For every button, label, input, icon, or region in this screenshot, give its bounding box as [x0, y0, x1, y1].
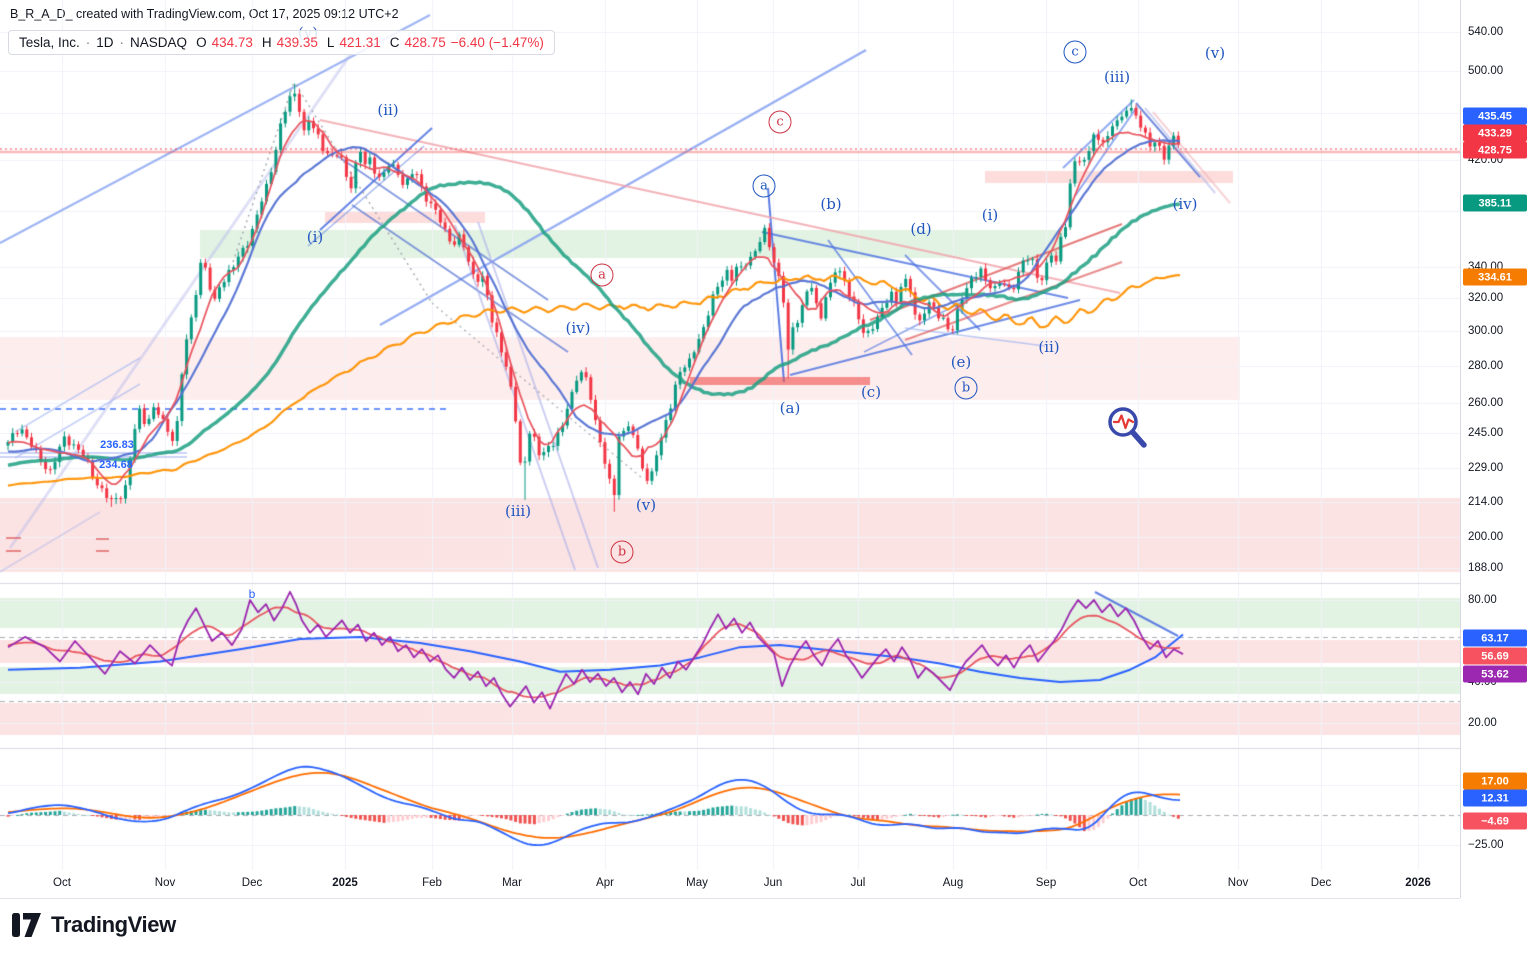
price-axis-tick: 188.00: [1468, 562, 1504, 574]
main-chart-canvas[interactable]: [0, 0, 1460, 870]
price-axis-tick: 214.00: [1468, 496, 1504, 509]
price-tag: 433.29: [1463, 124, 1527, 142]
close-prefix: C: [389, 35, 400, 50]
time-axis-label-dec: Dec: [241, 877, 263, 889]
tradingview-wordmark: TradingView: [51, 912, 176, 937]
time-axis-label-oct: Oct: [1129, 877, 1147, 889]
wave-label-ii[interactable]: (ii): [377, 101, 399, 119]
price-axis[interactable]: 540.00 500.00 420.00 340.00 320.00 300.00 280.…: [1460, 0, 1532, 898]
wave-label-e[interactable]: (e): [950, 353, 972, 371]
time-axis-label-jul: Jul: [850, 877, 866, 889]
time-axis-label-2025: 2025: [332, 877, 358, 889]
close-value: 428.75: [404, 35, 446, 50]
time-axis-label-2026: 2026: [1405, 877, 1431, 889]
legend-separator: ·: [119, 35, 125, 50]
magnifier-chart-icon[interactable]: [1100, 402, 1152, 454]
wave-label-c[interactable]: c: [1063, 40, 1087, 64]
time-axis-label-may: May: [686, 877, 708, 889]
price-axis-tick: 200.00: [1468, 530, 1504, 543]
legend-separator: ·: [85, 35, 91, 50]
price-axis-tick: 500.00: [1468, 65, 1504, 78]
price-tag: 63.17: [1463, 629, 1527, 647]
wave-label-i[interactable]: (i): [306, 228, 324, 246]
wave-label-iv[interactable]: (iv): [565, 319, 591, 337]
price-tag: 17.00: [1463, 772, 1527, 790]
price-axis-tick: 540.00: [1468, 26, 1504, 38]
exchange-label: NASDAQ: [130, 35, 188, 50]
time-axis-label-nov: Nov: [154, 877, 176, 889]
time-axis-label-jun: Jun: [763, 877, 783, 889]
low-value: 421.31: [339, 35, 381, 50]
wave-label-b[interactable]: b: [954, 376, 978, 400]
price-axis-tick: 260.00: [1468, 397, 1504, 410]
change-value: −6.40 (−1.47%): [450, 35, 544, 50]
price-axis-tick: 320.00: [1468, 291, 1504, 304]
time-axis-label-aug: Aug: [942, 877, 964, 889]
tradingview-logo-icon: [12, 913, 41, 937]
low-prefix: L: [326, 35, 335, 50]
time-axis-label-oct: Oct: [53, 877, 71, 889]
open-value: 434.73: [211, 35, 253, 50]
time-axis-label-feb: Feb: [422, 877, 442, 889]
price-tag: 53.62: [1463, 665, 1527, 683]
wave-label-v[interactable]: (v): [1204, 44, 1226, 62]
time-axis[interactable]: Oct Nov Dec 2025 Feb Mar Apr May Jun Jul Aug Sep Oct…: [0, 870, 1460, 899]
open-prefix: O: [196, 35, 207, 50]
high-value: 439.35: [276, 35, 318, 50]
wave-label-a[interactable]: (a): [779, 399, 801, 417]
wave-label-v[interactable]: (v): [635, 496, 657, 514]
rsi-axis-tick: 80.00: [1468, 594, 1497, 606]
price-tag: 56.69: [1463, 647, 1527, 665]
wave-label-b[interactable]: b: [610, 540, 634, 564]
price-tag: 428.75: [1463, 141, 1527, 159]
price-tag: 334.61: [1463, 268, 1527, 286]
symbol-legend[interactable]: Tesla, Inc. · 1D · NASDAQ O 434.73 H 439.3…: [8, 30, 555, 55]
price-tag: 385.11: [1463, 194, 1527, 212]
price-axis-tick: 245.00: [1468, 427, 1504, 440]
price-axis-tick: 300.00: [1468, 324, 1504, 337]
time-axis-label-mar: Mar: [502, 877, 522, 889]
wave-label-iii[interactable]: (iii): [1103, 68, 1131, 86]
price-tag: −4.69: [1463, 812, 1527, 830]
timeframe-label: 1D: [96, 35, 114, 50]
high-prefix: H: [261, 35, 272, 50]
symbol-name: Tesla, Inc.: [19, 35, 80, 50]
price-axis-tick: 229.00: [1468, 461, 1504, 474]
wave-label-c[interactable]: (c): [860, 383, 882, 401]
wave-label-iii[interactable]: (iii): [504, 502, 532, 520]
wave-label-b[interactable]: (b): [820, 195, 842, 213]
wave-label-a[interactable]: a: [752, 174, 776, 198]
wave-label-ii[interactable]: (ii): [1038, 338, 1060, 356]
macd-axis-tick: −25.00: [1468, 839, 1504, 851]
time-axis-label-nov: Nov: [1227, 877, 1249, 889]
wave-label-i[interactable]: (i): [981, 206, 999, 224]
price-tag: 12.31: [1463, 789, 1527, 807]
tradingview-footer[interactable]: TradingView: [12, 912, 176, 938]
price-axis-tick: 280.00: [1468, 359, 1504, 372]
wave-label-iv[interactable]: (iv): [1172, 195, 1198, 213]
price-tag: 435.45: [1463, 107, 1527, 125]
wave-label-d[interactable]: (d): [910, 220, 932, 238]
time-axis-label-sep: Sep: [1035, 877, 1057, 889]
time-axis-label-apr: Apr: [596, 877, 614, 889]
wave-label-a[interactable]: a: [590, 263, 614, 287]
wave-label-c[interactable]: c: [768, 110, 792, 134]
time-axis-label-dec: Dec: [1310, 877, 1332, 889]
rsi-axis-tick: 20.00: [1468, 717, 1497, 729]
